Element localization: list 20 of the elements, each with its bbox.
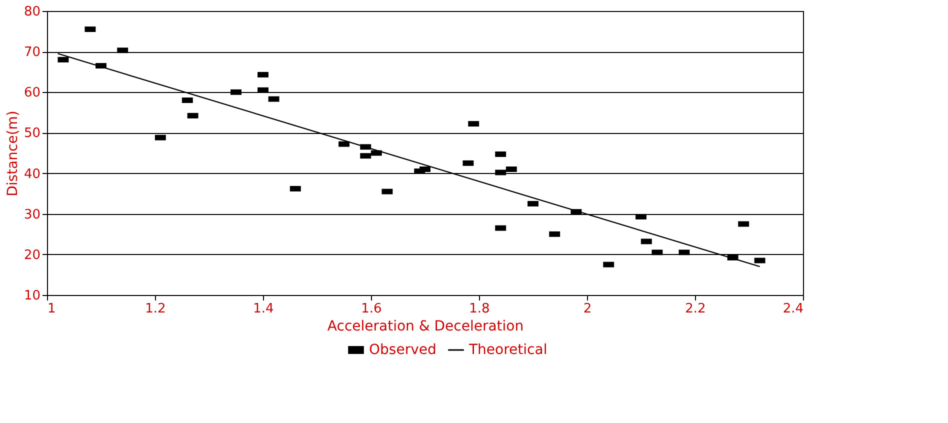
y-axis-title: Distance(m) — [4, 110, 21, 196]
x-tick-label: 2.4 — [782, 302, 804, 316]
y-tick-label: 70 — [24, 45, 40, 60]
legend-label: Theoretical — [468, 342, 548, 358]
x-tick-label: 1 — [48, 302, 56, 316]
x-tick-label: 2 — [583, 302, 592, 316]
y-tick-label: 50 — [24, 126, 40, 142]
x-tick-label: 1.8 — [469, 302, 490, 316]
y-tick-label: 40 — [24, 166, 40, 182]
y-tick-label: 30 — [24, 207, 40, 222]
x-tick-label: 1.4 — [253, 302, 274, 316]
y-tick-label: 10 — [24, 288, 40, 304]
legend-label: Observed — [369, 342, 436, 358]
y-tick-label: 20 — [24, 248, 40, 263]
x-axis-title: Acceleration & Deceleration — [327, 318, 524, 334]
x-tick-label: 1.6 — [361, 302, 382, 316]
y-tick-label: 80 — [24, 4, 40, 20]
x-tick-label: 1.2 — [145, 302, 166, 316]
y-tick-label: 60 — [24, 86, 40, 101]
x-tick-label: 2.2 — [685, 302, 706, 316]
